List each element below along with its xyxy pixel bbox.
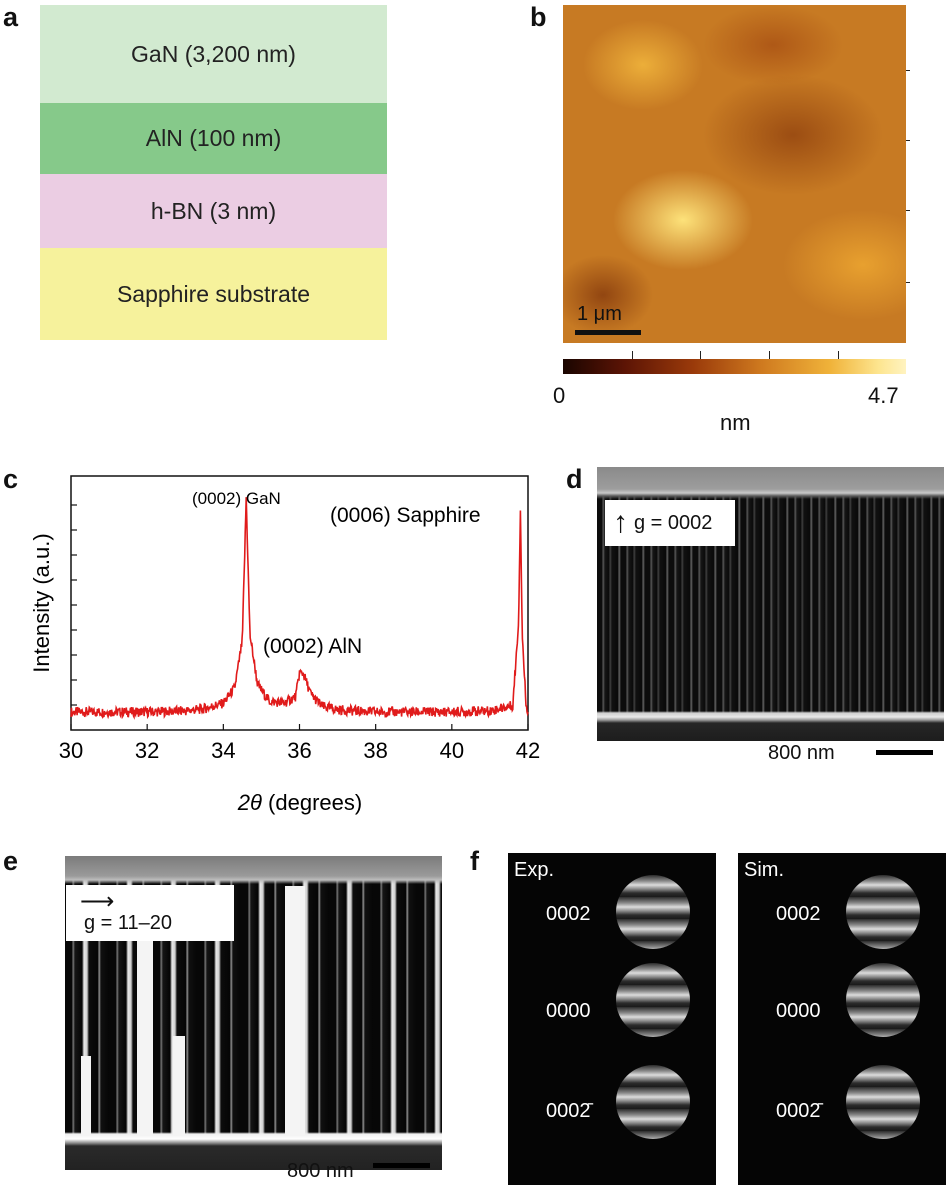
colorbar-tick — [838, 351, 839, 359]
reflection-label: 0002̄ — [776, 1100, 821, 1122]
layer-hbn-label: h-BN (3 nm) — [150, 197, 277, 224]
reflection-label: 0002 — [776, 903, 821, 925]
x-tick-label: 34 — [211, 738, 235, 763]
panel-label-e: e — [3, 846, 19, 876]
panel-label-c: c — [3, 464, 19, 494]
x-tick-label: 38 — [363, 738, 387, 763]
colorbar-tick — [769, 351, 770, 359]
diffraction-disk — [846, 875, 920, 949]
diffraction-disk — [616, 963, 690, 1037]
reflection-label: 0002 — [546, 903, 591, 925]
layer-hbn: h-BN (3 nm) — [40, 174, 387, 248]
colorbar-unit-label: nm — [720, 410, 751, 435]
xrd-chart: 30 32 34 36 38 40 42 (0002) GaN (0006) Sapphir… — [29, 475, 540, 815]
colorbar-min-label: 0 — [553, 383, 566, 408]
bright-streak — [137, 926, 153, 1136]
scalebar-d — [876, 750, 933, 755]
afm-scalebar — [575, 330, 641, 335]
cbed-exp-label: Exp. — [514, 859, 555, 881]
scalebar-label-e: 800 nm — [287, 1160, 354, 1182]
annotation-sapphire: (0006) Sapphire — [330, 504, 481, 527]
afm-axis-tick — [906, 140, 910, 141]
colorbar-max-label: 4.7 — [868, 383, 899, 408]
bright-streak — [173, 1036, 185, 1136]
layer-gan-label: GaN (3,200 nm) — [131, 40, 296, 67]
colorbar-tick — [700, 351, 701, 359]
cbed-experimental: Exp. 0002 0000 0002̄ — [508, 853, 716, 1185]
diffraction-disk — [846, 1065, 920, 1139]
colorbar-tick — [632, 351, 633, 359]
layer-aln: AlN (100 nm) — [40, 103, 387, 174]
scalebar-label-d: 800 nm — [768, 742, 835, 764]
x-tick-label: 36 — [287, 738, 311, 763]
x-axis-label: 2θ (degrees) — [237, 790, 362, 815]
reflection-label: 0002̄ — [546, 1100, 591, 1122]
afm-axis-tick — [906, 282, 910, 283]
gvector-box-d: ↑ g = 0002 — [605, 500, 735, 546]
afm-image: 1 μm — [563, 5, 906, 343]
cbed-simulated: Sim. 0002 0000 0002̄ — [738, 853, 946, 1185]
x-tick-label: 42 — [516, 738, 540, 763]
annotation-gan: (0002) GaN — [192, 489, 281, 508]
panel-label-b: b — [530, 2, 547, 32]
annotation-aln: (0002) AlN — [263, 635, 362, 658]
xrd-series-line — [70, 497, 529, 720]
cbed-sim-label: Sim. — [744, 859, 784, 881]
afm-axis-tick — [906, 210, 910, 211]
afm-colorbar — [563, 359, 906, 374]
afm-scalebar-label: 1 μm — [577, 303, 622, 325]
gvector-label-d: g = 0002 — [634, 511, 713, 534]
layer-sapphire: Sapphire substrate — [40, 248, 387, 340]
afm-axis-tick — [906, 70, 910, 71]
diffraction-disk — [616, 1065, 690, 1139]
x-tick-label: 32 — [135, 738, 159, 763]
panel-label-d: d — [566, 464, 583, 494]
diffraction-disk — [846, 963, 920, 1037]
right-arrow-icon: ⟶ — [80, 887, 115, 915]
tem-image-d: ↑ g = 0002 — [597, 467, 944, 741]
panel-label-f: f — [470, 846, 479, 876]
layer-gan: GaN (3,200 nm) — [40, 5, 387, 103]
diffraction-disk — [616, 875, 690, 949]
x-tick-label: 40 — [440, 738, 464, 763]
bright-streak — [285, 886, 305, 1136]
reflection-label: 0000 — [546, 1000, 591, 1022]
gvector-label-e: g = 11–20 — [84, 911, 173, 934]
reflection-label: 0000 — [776, 1000, 821, 1022]
scalebar-e — [373, 1163, 430, 1168]
panel-label-a: a — [3, 2, 19, 32]
bright-streak — [81, 1056, 91, 1136]
x-tick-label: 30 — [59, 738, 83, 763]
tem-image-e: ⟶ g = 11–20 — [65, 856, 442, 1170]
gvector-box-e: ⟶ g = 11–20 — [66, 885, 234, 941]
y-axis-label: Intensity (a.u.) — [29, 533, 54, 672]
up-arrow-icon: ↑ — [613, 506, 628, 539]
layer-aln-label: AlN (100 nm) — [145, 125, 282, 151]
layer-sapphire-label: Sapphire substrate — [116, 280, 311, 307]
